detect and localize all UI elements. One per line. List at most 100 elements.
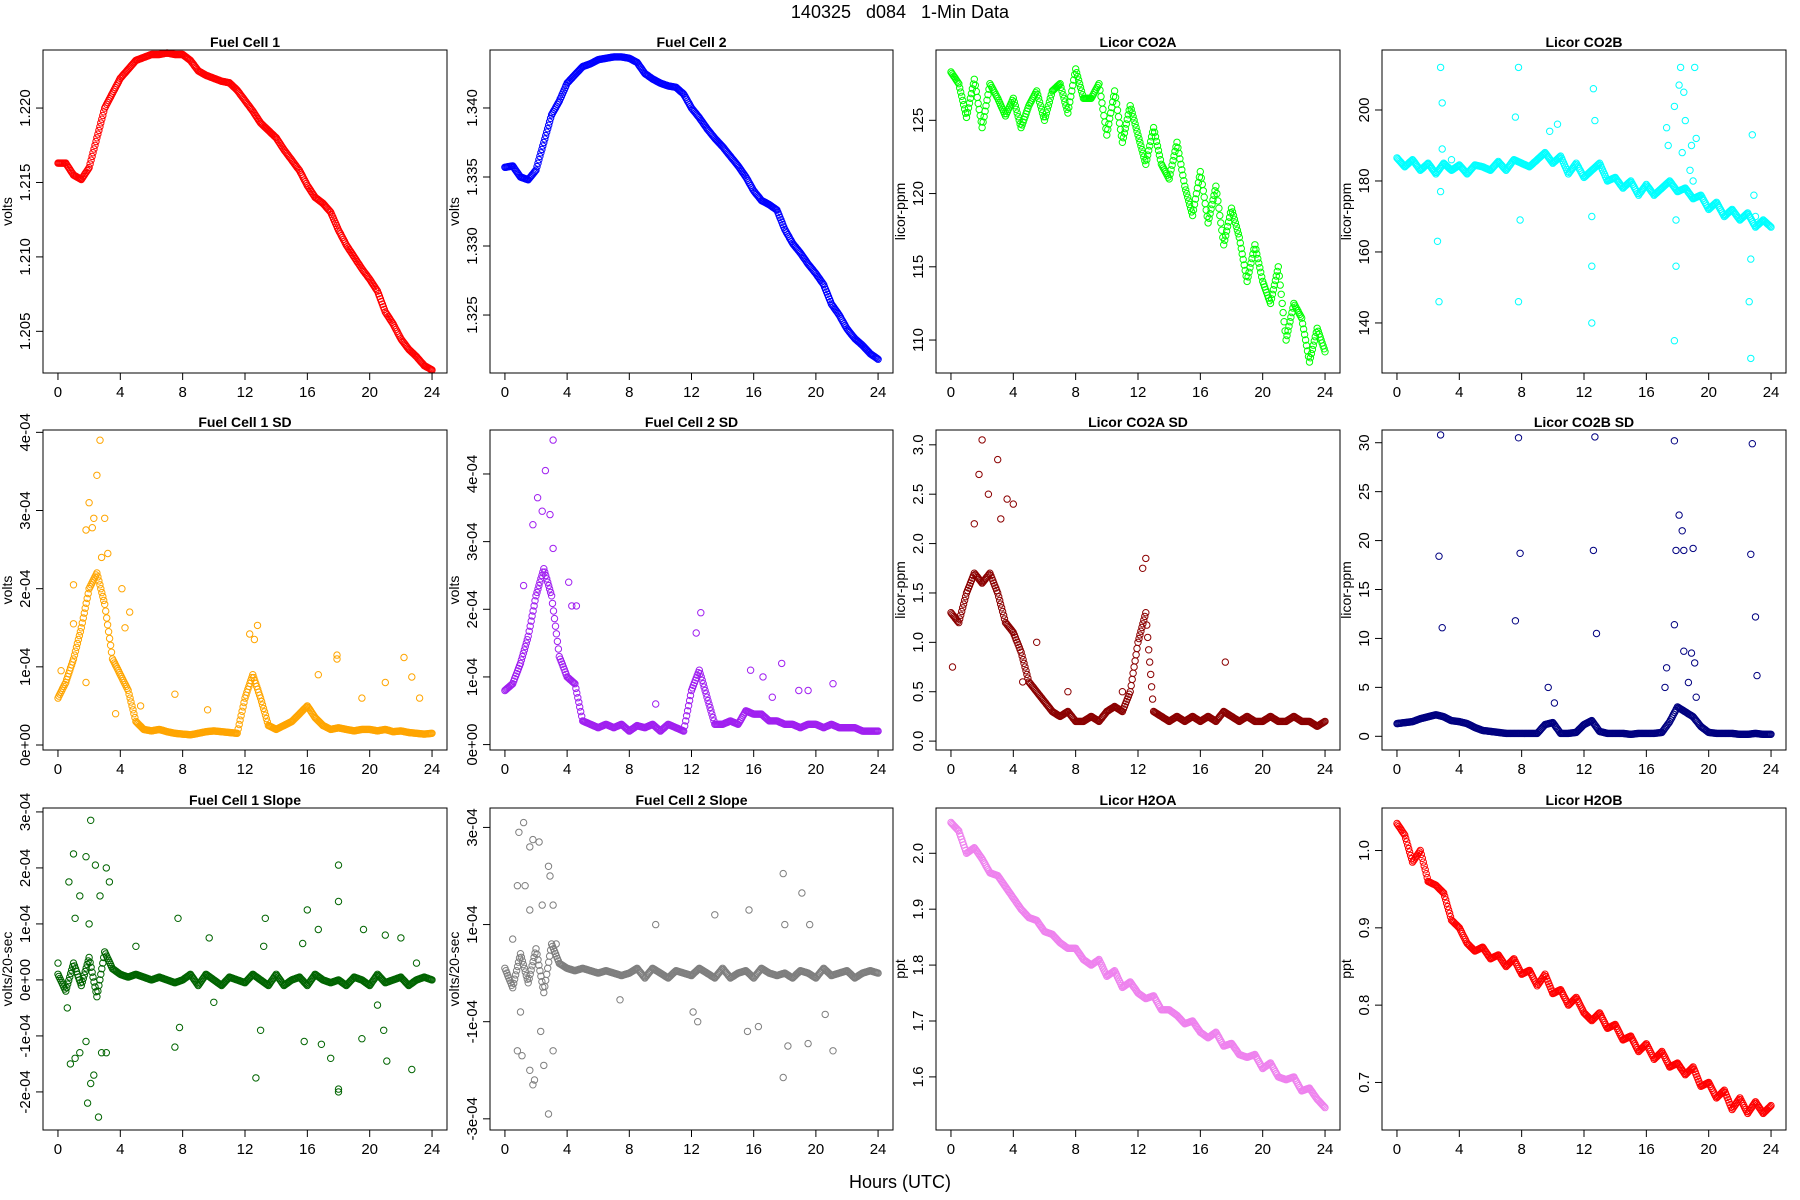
data-point <box>100 596 108 605</box>
data-point <box>1137 142 1145 150</box>
plot-frame <box>935 807 1341 1131</box>
data-point <box>1112 100 1121 108</box>
data-point <box>99 111 107 120</box>
data-point <box>547 592 556 600</box>
data-point <box>1044 102 1053 110</box>
data-point <box>1591 433 1599 441</box>
data-point <box>128 702 136 710</box>
data-point <box>694 1018 702 1026</box>
data-point <box>535 156 543 164</box>
data-point <box>381 678 389 687</box>
data-point <box>529 521 537 529</box>
data-point <box>994 589 1002 597</box>
data-point <box>1132 651 1140 659</box>
data-point <box>1662 124 1671 132</box>
x-tick-label: 20 <box>808 384 825 401</box>
data-point <box>97 119 105 127</box>
data-point <box>543 970 551 978</box>
data-point <box>1299 325 1308 333</box>
data-point <box>1284 327 1292 335</box>
data-point <box>1198 180 1207 189</box>
data-point <box>872 354 880 362</box>
plot-frame <box>42 807 448 1131</box>
y-tick-label: 1.6 <box>910 1066 927 1087</box>
data-point <box>1215 204 1223 212</box>
y-tick-label: 0e+00 <box>17 959 34 1001</box>
data-point <box>1091 87 1099 95</box>
data-point <box>373 1001 382 1009</box>
data-point <box>1009 94 1017 103</box>
plot-frame <box>489 49 894 374</box>
data-point <box>1045 98 1054 106</box>
data-point <box>1208 200 1216 209</box>
data-point <box>68 658 77 666</box>
data-point <box>778 659 786 668</box>
data-point <box>1060 94 1068 103</box>
data-point <box>1144 151 1152 159</box>
data-point <box>652 700 660 708</box>
data-point <box>95 577 103 585</box>
data-point <box>127 698 135 706</box>
data-point <box>174 914 182 922</box>
y-axis-label: licor-ppm <box>892 183 908 241</box>
data-point <box>78 619 87 627</box>
data-point <box>82 1037 90 1046</box>
data-point <box>1121 124 1130 133</box>
data-point <box>314 671 322 679</box>
data-point <box>984 490 993 498</box>
data-point <box>1131 120 1139 128</box>
data-point <box>682 712 691 720</box>
data-point <box>545 581 553 590</box>
data-point <box>1035 98 1044 106</box>
data-point <box>521 882 529 890</box>
data-point <box>542 976 550 985</box>
data-point <box>984 91 992 99</box>
y-tick-label: 10 <box>1356 630 1373 647</box>
data-point <box>542 571 550 580</box>
data-point <box>512 967 521 975</box>
data-point <box>87 156 95 164</box>
panel-licor-co2a-sd: Licor CO2A SD0 4 8 12 16 20 240.00.51.01.52.02… <box>892 414 1341 778</box>
data-point <box>90 145 98 153</box>
data-point <box>63 1004 72 1012</box>
data-point <box>112 82 121 90</box>
data-point <box>76 628 85 636</box>
data-point <box>1745 298 1753 306</box>
plot-frame <box>1381 429 1787 751</box>
data-point <box>1205 214 1213 223</box>
data-point <box>509 935 517 943</box>
data-point <box>75 631 84 640</box>
data-point <box>516 659 525 668</box>
data-point <box>543 575 551 583</box>
data-point <box>1073 72 1082 81</box>
x-tick-label: 8 <box>1517 384 1525 401</box>
data-point <box>1181 182 1189 190</box>
data-point <box>91 861 100 869</box>
data-point <box>1286 318 1294 326</box>
data-point <box>303 906 311 914</box>
y-tick-label: 140 <box>1356 310 1373 335</box>
data-point <box>754 1022 763 1031</box>
data-point <box>1229 211 1238 220</box>
data-point <box>1675 511 1683 519</box>
data-point <box>1293 305 1301 313</box>
y-tick-label: 120 <box>910 181 927 206</box>
data-point <box>701 686 709 695</box>
data-point <box>1212 182 1220 190</box>
data-point <box>1217 219 1225 227</box>
data-points <box>501 818 882 1118</box>
data-point <box>550 614 559 623</box>
data-points <box>947 436 1329 730</box>
data-point <box>798 889 806 897</box>
data-point <box>87 1079 95 1088</box>
y-tick-label: 2e-04 <box>17 849 34 887</box>
panel-title: Licor CO2A SD <box>1088 414 1188 430</box>
data-point <box>1438 145 1446 153</box>
data-point <box>531 167 539 176</box>
data-point <box>136 702 145 710</box>
data-point <box>98 115 106 123</box>
x-tick-label: 16 <box>299 761 316 778</box>
data-point <box>1056 80 1064 88</box>
data-point <box>524 632 532 640</box>
